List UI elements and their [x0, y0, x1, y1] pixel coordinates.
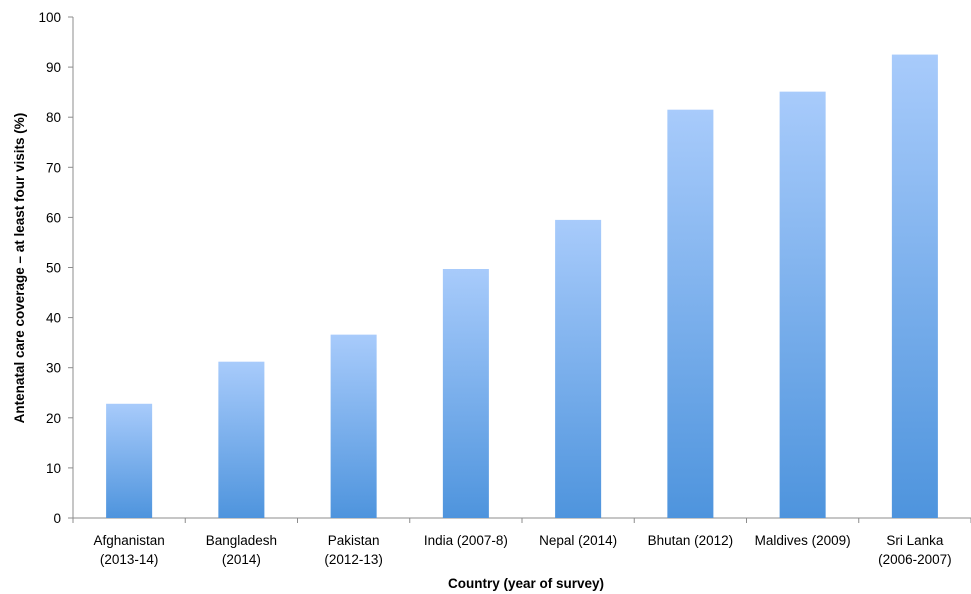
x-category-label-line: Bangladesh: [206, 533, 277, 548]
x-category-label-line: (2013-14): [100, 552, 159, 567]
x-category-label-line: (2006-2007): [878, 552, 952, 567]
bars: [106, 54, 938, 519]
y-tick-label: 40: [46, 311, 61, 326]
x-category-label: Nepal (2014): [539, 533, 617, 548]
x-category-label: India (2007-8): [424, 533, 508, 548]
x-category-label-line: Maldives (2009): [755, 533, 851, 548]
x-category-label: Afghanistan (2013-14): [93, 533, 164, 567]
x-category-label-line: Pakistan: [328, 533, 380, 548]
y-axis-title: Antenatal care coverage – at least four …: [12, 113, 27, 424]
x-category-label-line: India (2007-8): [424, 533, 508, 548]
y-tick-label: 0: [53, 511, 61, 526]
x-axis-title: Country (year of survey): [448, 576, 604, 591]
x-category-label: Bangladesh (2014): [206, 533, 277, 567]
bar: [330, 334, 377, 518]
y-tick-label: 90: [46, 60, 61, 75]
y-tick-label: 70: [46, 160, 61, 175]
y-tick-label: 10: [46, 461, 61, 476]
x-category-label: Sri Lanka (2006-2007): [878, 533, 952, 567]
x-category-label-line: (2014): [222, 552, 261, 567]
x-category-label: Bhutan (2012): [648, 533, 734, 548]
y-tick-label: 80: [46, 110, 61, 125]
x-category-label-line: Bhutan (2012): [648, 533, 734, 548]
y-tick-label: 20: [46, 411, 61, 426]
x-category-label: Pakistan (2012-13): [324, 533, 383, 567]
x-category-label-line: (2012-13): [324, 552, 383, 567]
bar: [891, 54, 938, 518]
y-axis: 0 10 20 30 40 50 60 70 80 90 100: [38, 10, 74, 526]
y-tick-label: 100: [38, 10, 61, 25]
y-tick-label: 50: [46, 261, 61, 276]
x-category-label-line: Afghanistan: [93, 533, 164, 548]
x-category-label: Maldives (2009): [755, 533, 851, 548]
bar: [442, 269, 489, 518]
bar: [779, 91, 826, 519]
bar: [218, 361, 265, 518]
bar: [106, 403, 153, 518]
x-axis: Afghanistan (2013-14) Bangladesh (2014) Paki…: [72, 517, 971, 567]
bar: [667, 109, 714, 518]
y-tick-label: 30: [46, 361, 61, 376]
x-category-label-line: Nepal (2014): [539, 533, 617, 548]
x-category-label-line: Sri Lanka: [886, 533, 944, 548]
bar: [555, 219, 602, 518]
y-tick-label: 60: [46, 210, 61, 225]
